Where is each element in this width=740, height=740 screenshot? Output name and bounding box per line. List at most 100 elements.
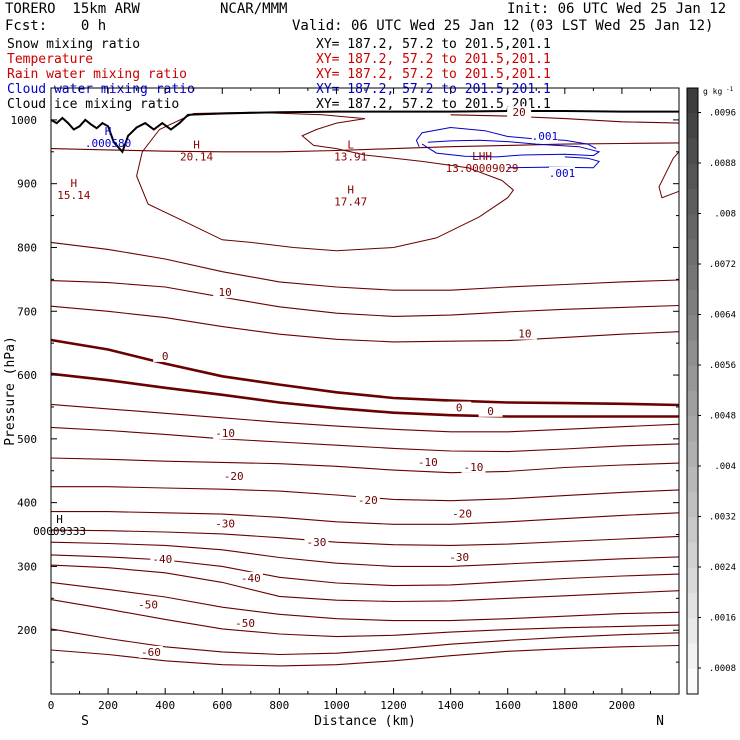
contour-label-bg bbox=[415, 455, 440, 468]
colorbar-tick-label: .0024 bbox=[709, 563, 736, 573]
extremum-value: .000580 bbox=[85, 137, 131, 150]
colorbar-swatch bbox=[687, 365, 698, 392]
temperature-contour-label: -30 bbox=[449, 551, 469, 564]
colorbar-tick-label: .0032 bbox=[709, 513, 736, 523]
extremum-mark: H bbox=[193, 139, 200, 152]
temperature-contour-label: 0 bbox=[487, 405, 494, 418]
temperature-contour-line bbox=[50, 581, 680, 622]
cloud-water-contour-label: .001 bbox=[532, 130, 559, 143]
x-tick-label: 200 bbox=[98, 699, 118, 712]
temperature-contour-label: 0 bbox=[456, 402, 463, 415]
temperature-contour-line bbox=[50, 457, 680, 474]
x-tick-label: 600 bbox=[212, 699, 232, 712]
extremum-mark: H bbox=[71, 177, 78, 190]
temperature-contour-label: -50 bbox=[235, 617, 255, 630]
colorbar-swatch bbox=[687, 290, 698, 316]
temperature-contour-label: -40 bbox=[241, 572, 261, 585]
colorbar-swatch bbox=[687, 340, 698, 367]
extremum-value: 17.47 bbox=[334, 195, 367, 208]
org-title: NCAR/MMM bbox=[220, 1, 288, 17]
colorbar-swatch bbox=[687, 643, 698, 670]
contour-label-bg bbox=[238, 571, 263, 584]
temperature-contour-line bbox=[50, 338, 680, 407]
temperature-contour-label: -60 bbox=[141, 646, 161, 659]
temperature-contour-line bbox=[50, 305, 680, 343]
temperature-contour-label: -10 bbox=[215, 427, 235, 440]
temperature-contour-label: 10 bbox=[219, 286, 232, 299]
contour-label-bg bbox=[233, 617, 258, 630]
contour-label-bg bbox=[507, 106, 532, 119]
temperature-contour-line bbox=[50, 554, 680, 587]
temperature-contour-label: 20 bbox=[513, 106, 526, 119]
temperature-contour-label: -40 bbox=[152, 553, 172, 566]
colorbar: .0096 .0088 .008 .0072 .0064 .0056 .0048 .004 .0… bbox=[686, 86, 736, 695]
temperature-contour-line bbox=[50, 142, 680, 153]
x-tick-label: 2000 bbox=[609, 699, 636, 712]
temperature-contour-label: 0 bbox=[162, 350, 169, 363]
temperature-contour-label: -20 bbox=[452, 507, 472, 520]
colorbar-tick-label: .008 bbox=[714, 210, 736, 220]
temperature-contour-line bbox=[50, 644, 680, 667]
colorbar-swatch bbox=[687, 391, 698, 417]
x-tick-label: 1400 bbox=[437, 699, 464, 712]
extremum-mark: H bbox=[56, 513, 63, 526]
colorbar-swatch bbox=[687, 593, 698, 619]
temperature-contour-label: -30 bbox=[215, 518, 235, 531]
contour-label-bg bbox=[355, 494, 380, 507]
temperature-contour-line bbox=[50, 426, 680, 453]
contour-label-bg bbox=[447, 401, 472, 414]
colorbar-tick-label: .0064 bbox=[709, 311, 736, 321]
temperature-contour-label: -20 bbox=[224, 470, 244, 483]
contour-label-bg bbox=[150, 552, 175, 565]
temperature-contour-line bbox=[50, 599, 680, 638]
colorbar-tick-label: .0056 bbox=[709, 361, 736, 371]
extremum-value: 20.14 bbox=[180, 151, 213, 164]
colorbar-tick-label: .0072 bbox=[709, 260, 736, 270]
temperature-contour-line bbox=[50, 628, 680, 656]
temperature-contour-line bbox=[50, 541, 680, 567]
south-label: S bbox=[81, 714, 89, 729]
legend-label-temperature: Temperature bbox=[7, 52, 94, 67]
y-tick-label: 600 bbox=[17, 369, 37, 382]
colorbar-frame bbox=[686, 87, 699, 695]
temperature-contour-line bbox=[50, 529, 680, 546]
legend-xy-snow: XY= 187.2, 57.2 to 201.5,201.1 bbox=[316, 37, 551, 52]
x-tick-label: 1200 bbox=[380, 699, 407, 712]
colorbar-swatch bbox=[687, 189, 698, 215]
legend-xy-cloud-ice: XY= 187.2, 57.2 to 201.5,201.1 bbox=[316, 97, 551, 112]
colorbar-tick-label: .0016 bbox=[709, 614, 736, 624]
colorbar-tick-label: .0088 bbox=[709, 159, 736, 169]
colorbar-swatch bbox=[687, 466, 698, 493]
colorbar-swatch bbox=[687, 441, 698, 468]
contour-label-bg bbox=[531, 129, 558, 142]
contour-label-bg bbox=[136, 598, 161, 611]
temperature-contour-line bbox=[50, 564, 680, 603]
temperature-contour-label: 10 bbox=[518, 328, 531, 341]
x-tick-label: 1800 bbox=[552, 699, 579, 712]
temperature-contour-label: -50 bbox=[138, 599, 158, 612]
colorbar-swatch bbox=[687, 517, 698, 543]
init-time: Init: 06 UTC Wed 25 Jan 12 bbox=[507, 1, 727, 17]
legend-label-snow: Snow mixing ratio bbox=[7, 37, 141, 52]
colorbar-swatch bbox=[687, 618, 698, 644]
colorbar-swatch bbox=[687, 492, 698, 518]
extremum-value: 13.00009029 bbox=[446, 162, 519, 175]
colorbar-tick-label: .0008 bbox=[709, 664, 736, 674]
colorbar-swatch bbox=[687, 113, 698, 139]
cloud-water-contour-line bbox=[421, 139, 601, 158]
cloud-water-contour-label: .001 bbox=[549, 167, 576, 180]
legend-label-cloud-ice: Cloud ice mixing ratio bbox=[7, 97, 180, 112]
contour-label-bg bbox=[213, 517, 238, 530]
colorbar-unit-exponent: -1 bbox=[726, 86, 734, 93]
contour-label-bg bbox=[461, 460, 486, 473]
north-label: N bbox=[656, 714, 664, 729]
colorbar-swatch bbox=[687, 315, 698, 341]
extremum-value: 15.14 bbox=[57, 189, 90, 202]
legend-xy-temperature: XY= 187.2, 57.2 to 201.5,201.1 bbox=[316, 52, 551, 67]
contour-label-bg bbox=[512, 327, 537, 340]
rain-water-contours bbox=[136, 111, 680, 252]
y-tick-label: 400 bbox=[17, 497, 37, 510]
colorbar-swatch bbox=[687, 239, 698, 266]
colorbar-swatch bbox=[687, 668, 698, 695]
